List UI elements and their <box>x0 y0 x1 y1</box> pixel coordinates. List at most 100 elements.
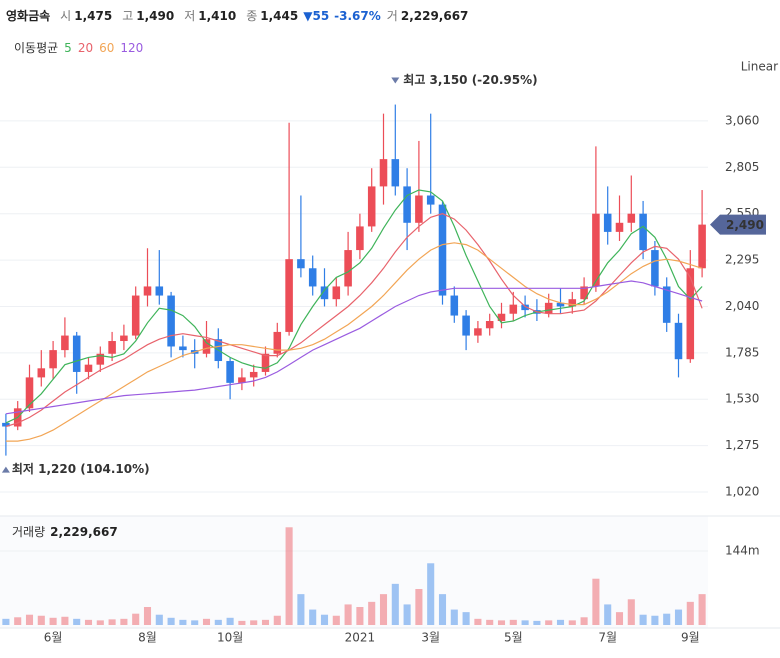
candle-body <box>226 361 234 383</box>
candle-body <box>686 268 695 360</box>
volume-bar <box>663 613 671 625</box>
volume-bar <box>674 609 683 625</box>
high-annotation: 최고 3,150 (-20.95%) <box>403 72 537 87</box>
candle-body <box>332 286 341 300</box>
candle-body <box>603 213 612 232</box>
candle-body <box>639 213 647 251</box>
volume-bar <box>73 618 81 625</box>
volume-bar <box>49 617 57 625</box>
ma-line <box>5 280 703 415</box>
y-tick-label: 2,805 <box>725 160 759 174</box>
volume-bar <box>438 594 447 625</box>
candle-body <box>556 302 565 307</box>
volume-label: 거 <box>387 9 398 23</box>
candle-body <box>2 422 10 427</box>
ma-legend-item: 60 <box>99 41 114 55</box>
volume-bar <box>214 619 222 625</box>
candle-body <box>179 346 187 351</box>
volume-bar <box>250 620 258 625</box>
scale-mode: Linear <box>741 60 778 74</box>
volume-bar <box>61 616 69 625</box>
volume-bar <box>686 601 694 625</box>
low-annotation: 최저 1,220 (104.10%) <box>12 461 150 476</box>
y-tick-label: 1,785 <box>725 345 759 359</box>
candle-body <box>698 224 706 269</box>
ma-legend: 이동평균 5 20 60 120 <box>14 41 143 55</box>
volume-bar <box>627 599 635 625</box>
volume-bar <box>285 527 293 625</box>
candle-body <box>108 341 116 354</box>
volume-bar <box>132 613 140 625</box>
candle-body <box>415 195 423 223</box>
ma-line <box>5 189 703 424</box>
candle-body <box>356 226 364 251</box>
low-marker <box>1 466 10 473</box>
ma-line <box>5 242 703 442</box>
volume-bar <box>379 594 388 625</box>
quote-header: 영화금속 시 1,475 고 1,490 저 1,410 종 1,445 ▼55 -3.67% 거 2,… <box>6 8 468 23</box>
candle-body <box>273 331 282 354</box>
quote-label: 종 <box>246 9 257 23</box>
x-tick-label: 7월 <box>598 631 617 645</box>
volume-bar <box>497 620 506 625</box>
volume-bar <box>651 615 659 625</box>
volume-bar <box>309 609 317 625</box>
candle-body <box>344 250 352 287</box>
quote-value: 1,410 <box>198 9 236 23</box>
volume-bar <box>521 620 529 625</box>
volume-bar <box>486 619 494 625</box>
candle-body <box>285 259 293 332</box>
candle-body <box>568 299 577 307</box>
quote-value: 1,445 <box>260 9 298 23</box>
candle-body <box>61 335 69 351</box>
volume-value: 2,229,667 <box>401 9 469 23</box>
candle-body <box>131 295 140 336</box>
candle-body <box>521 304 529 311</box>
y-tick-label: 2,040 <box>725 299 759 313</box>
y-tick-label: 3,060 <box>725 113 759 127</box>
volume-bar <box>25 614 34 625</box>
volume-bar <box>356 607 364 625</box>
high-marker <box>391 77 400 84</box>
volume-bar <box>273 615 281 625</box>
x-tick-label: 10월 <box>217 631 243 645</box>
x-tick-label: 8월 <box>138 631 157 645</box>
quote-label: 저 <box>184 9 195 23</box>
candle-body <box>509 304 518 314</box>
volume-bar <box>698 594 706 625</box>
candle-body <box>202 339 211 354</box>
candle-body <box>249 371 258 378</box>
volume-bar <box>462 612 470 625</box>
candle-body <box>238 377 246 383</box>
candle-body <box>592 213 600 287</box>
candle-body <box>497 313 506 322</box>
candle-body <box>662 286 671 323</box>
candle-body <box>485 321 494 329</box>
volume-bar <box>615 612 624 625</box>
ma-title: 이동평균 <box>14 41 58 55</box>
volume-bar <box>226 617 234 625</box>
candle-body <box>308 268 317 287</box>
candle-body <box>674 322 683 360</box>
candle-body <box>49 350 57 369</box>
volume-bar <box>509 619 517 625</box>
candle-body <box>155 286 164 296</box>
y-tick-label: 2,295 <box>725 253 759 267</box>
volume-bar <box>191 620 199 625</box>
volume-bar <box>368 601 376 625</box>
volume-bar <box>415 589 423 625</box>
volume-bar <box>14 617 22 625</box>
volume-bar <box>320 614 329 625</box>
volume-bar <box>556 619 565 625</box>
candle-body <box>580 286 588 300</box>
candle-body <box>367 186 376 227</box>
candle-body <box>403 186 411 223</box>
candle-body <box>261 353 270 372</box>
y-tick-label: 1,275 <box>725 438 759 452</box>
x-tick-label: 9월 <box>681 631 700 645</box>
x-tick-label: 5월 <box>504 631 523 645</box>
volume-title: 거래량 <box>12 525 45 539</box>
volume-total: 2,229,667 <box>50 525 118 539</box>
change-pct: -3.67% <box>334 9 381 23</box>
